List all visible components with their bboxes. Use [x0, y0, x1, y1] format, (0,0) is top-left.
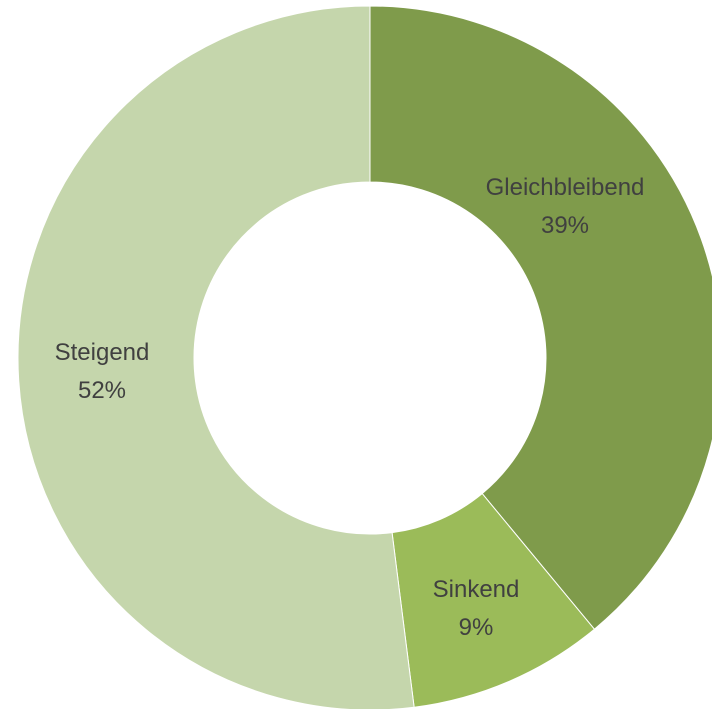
slice-gleichbleibend — [369, 5, 712, 630]
slice-value-steigend: 52% — [78, 377, 126, 404]
slice-label-gleichbleibend: Gleichbleibend — [486, 174, 645, 201]
slice-steigend — [17, 5, 415, 709]
slice-label-steigend: Steigend — [55, 339, 150, 366]
slice-value-gleichbleibend: 39% — [541, 212, 589, 239]
slice-label-sinkend: Sinkend — [433, 576, 520, 603]
slice-value-sinkend: 9% — [459, 614, 494, 641]
